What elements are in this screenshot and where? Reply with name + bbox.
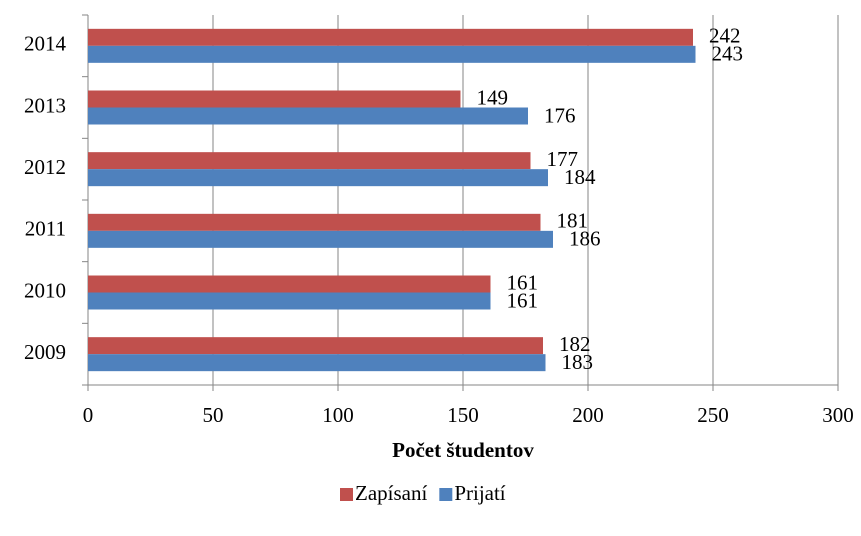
data-label: 182 xyxy=(559,332,591,356)
bar xyxy=(88,169,548,187)
y-tick-label: 2011 xyxy=(25,217,66,241)
data-label: 161 xyxy=(507,288,539,312)
x-tick-label: 150 xyxy=(447,403,479,427)
data-label: 176 xyxy=(544,103,576,127)
legend-label: Zapísaní xyxy=(355,481,427,505)
legend-swatch xyxy=(340,488,353,501)
data-label: 149 xyxy=(477,85,509,109)
bar xyxy=(88,230,553,248)
data-label: 183 xyxy=(562,350,594,374)
bar xyxy=(88,337,543,355)
data-label: 177 xyxy=(547,147,579,171)
x-tick-label: 50 xyxy=(203,403,224,427)
x-tick-label: 200 xyxy=(572,403,604,427)
legend-label: Prijatí xyxy=(454,481,505,505)
bar xyxy=(88,28,693,46)
legend-swatch xyxy=(439,488,453,501)
y-tick-label: 2012 xyxy=(24,155,66,179)
bar xyxy=(88,213,541,231)
data-label: 184 xyxy=(564,165,596,189)
data-label: 242 xyxy=(709,24,741,48)
data-label: 186 xyxy=(569,227,601,251)
bar xyxy=(88,354,546,372)
bar xyxy=(88,292,491,310)
x-tick-label: 0 xyxy=(83,403,94,427)
data-label: 161 xyxy=(507,270,539,294)
y-tick-label: 2009 xyxy=(24,340,66,364)
x-axis-title: Počet študentov xyxy=(392,438,534,462)
x-tick-label: 300 xyxy=(822,403,854,427)
y-tick-label: 2013 xyxy=(24,93,66,117)
bar xyxy=(88,90,461,108)
data-label: 181 xyxy=(557,209,589,233)
x-tick-label: 250 xyxy=(697,403,729,427)
x-tick-label: 100 xyxy=(322,403,354,427)
y-tick-label: 2014 xyxy=(24,32,67,56)
bar xyxy=(88,275,491,293)
y-tick-label: 2010 xyxy=(24,278,66,302)
data-label: 243 xyxy=(712,42,744,66)
bar xyxy=(88,45,696,63)
bar xyxy=(88,107,528,125)
bar xyxy=(88,152,531,170)
